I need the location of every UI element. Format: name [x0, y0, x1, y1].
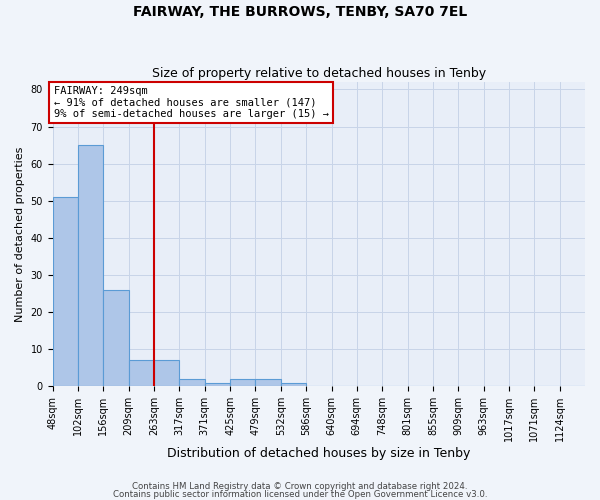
Bar: [103, 290, 129, 386]
Title: Size of property relative to detached houses in Tenby: Size of property relative to detached ho…: [152, 66, 486, 80]
Bar: [230, 379, 256, 386]
Bar: [205, 382, 230, 386]
Bar: [179, 379, 205, 386]
Bar: [78, 145, 103, 386]
Text: Contains HM Land Registry data © Crown copyright and database right 2024.: Contains HM Land Registry data © Crown c…: [132, 482, 468, 491]
Y-axis label: Number of detached properties: Number of detached properties: [15, 146, 25, 322]
Bar: [281, 382, 306, 386]
Text: FAIRWAY: 249sqm
← 91% of detached houses are smaller (147)
9% of semi-detached h: FAIRWAY: 249sqm ← 91% of detached houses…: [53, 86, 329, 119]
Text: Contains public sector information licensed under the Open Government Licence v3: Contains public sector information licen…: [113, 490, 487, 499]
Bar: [256, 379, 281, 386]
Bar: [154, 360, 179, 386]
Text: FAIRWAY, THE BURROWS, TENBY, SA70 7EL: FAIRWAY, THE BURROWS, TENBY, SA70 7EL: [133, 5, 467, 19]
Bar: [53, 197, 78, 386]
Bar: [129, 360, 154, 386]
X-axis label: Distribution of detached houses by size in Tenby: Distribution of detached houses by size …: [167, 447, 470, 460]
